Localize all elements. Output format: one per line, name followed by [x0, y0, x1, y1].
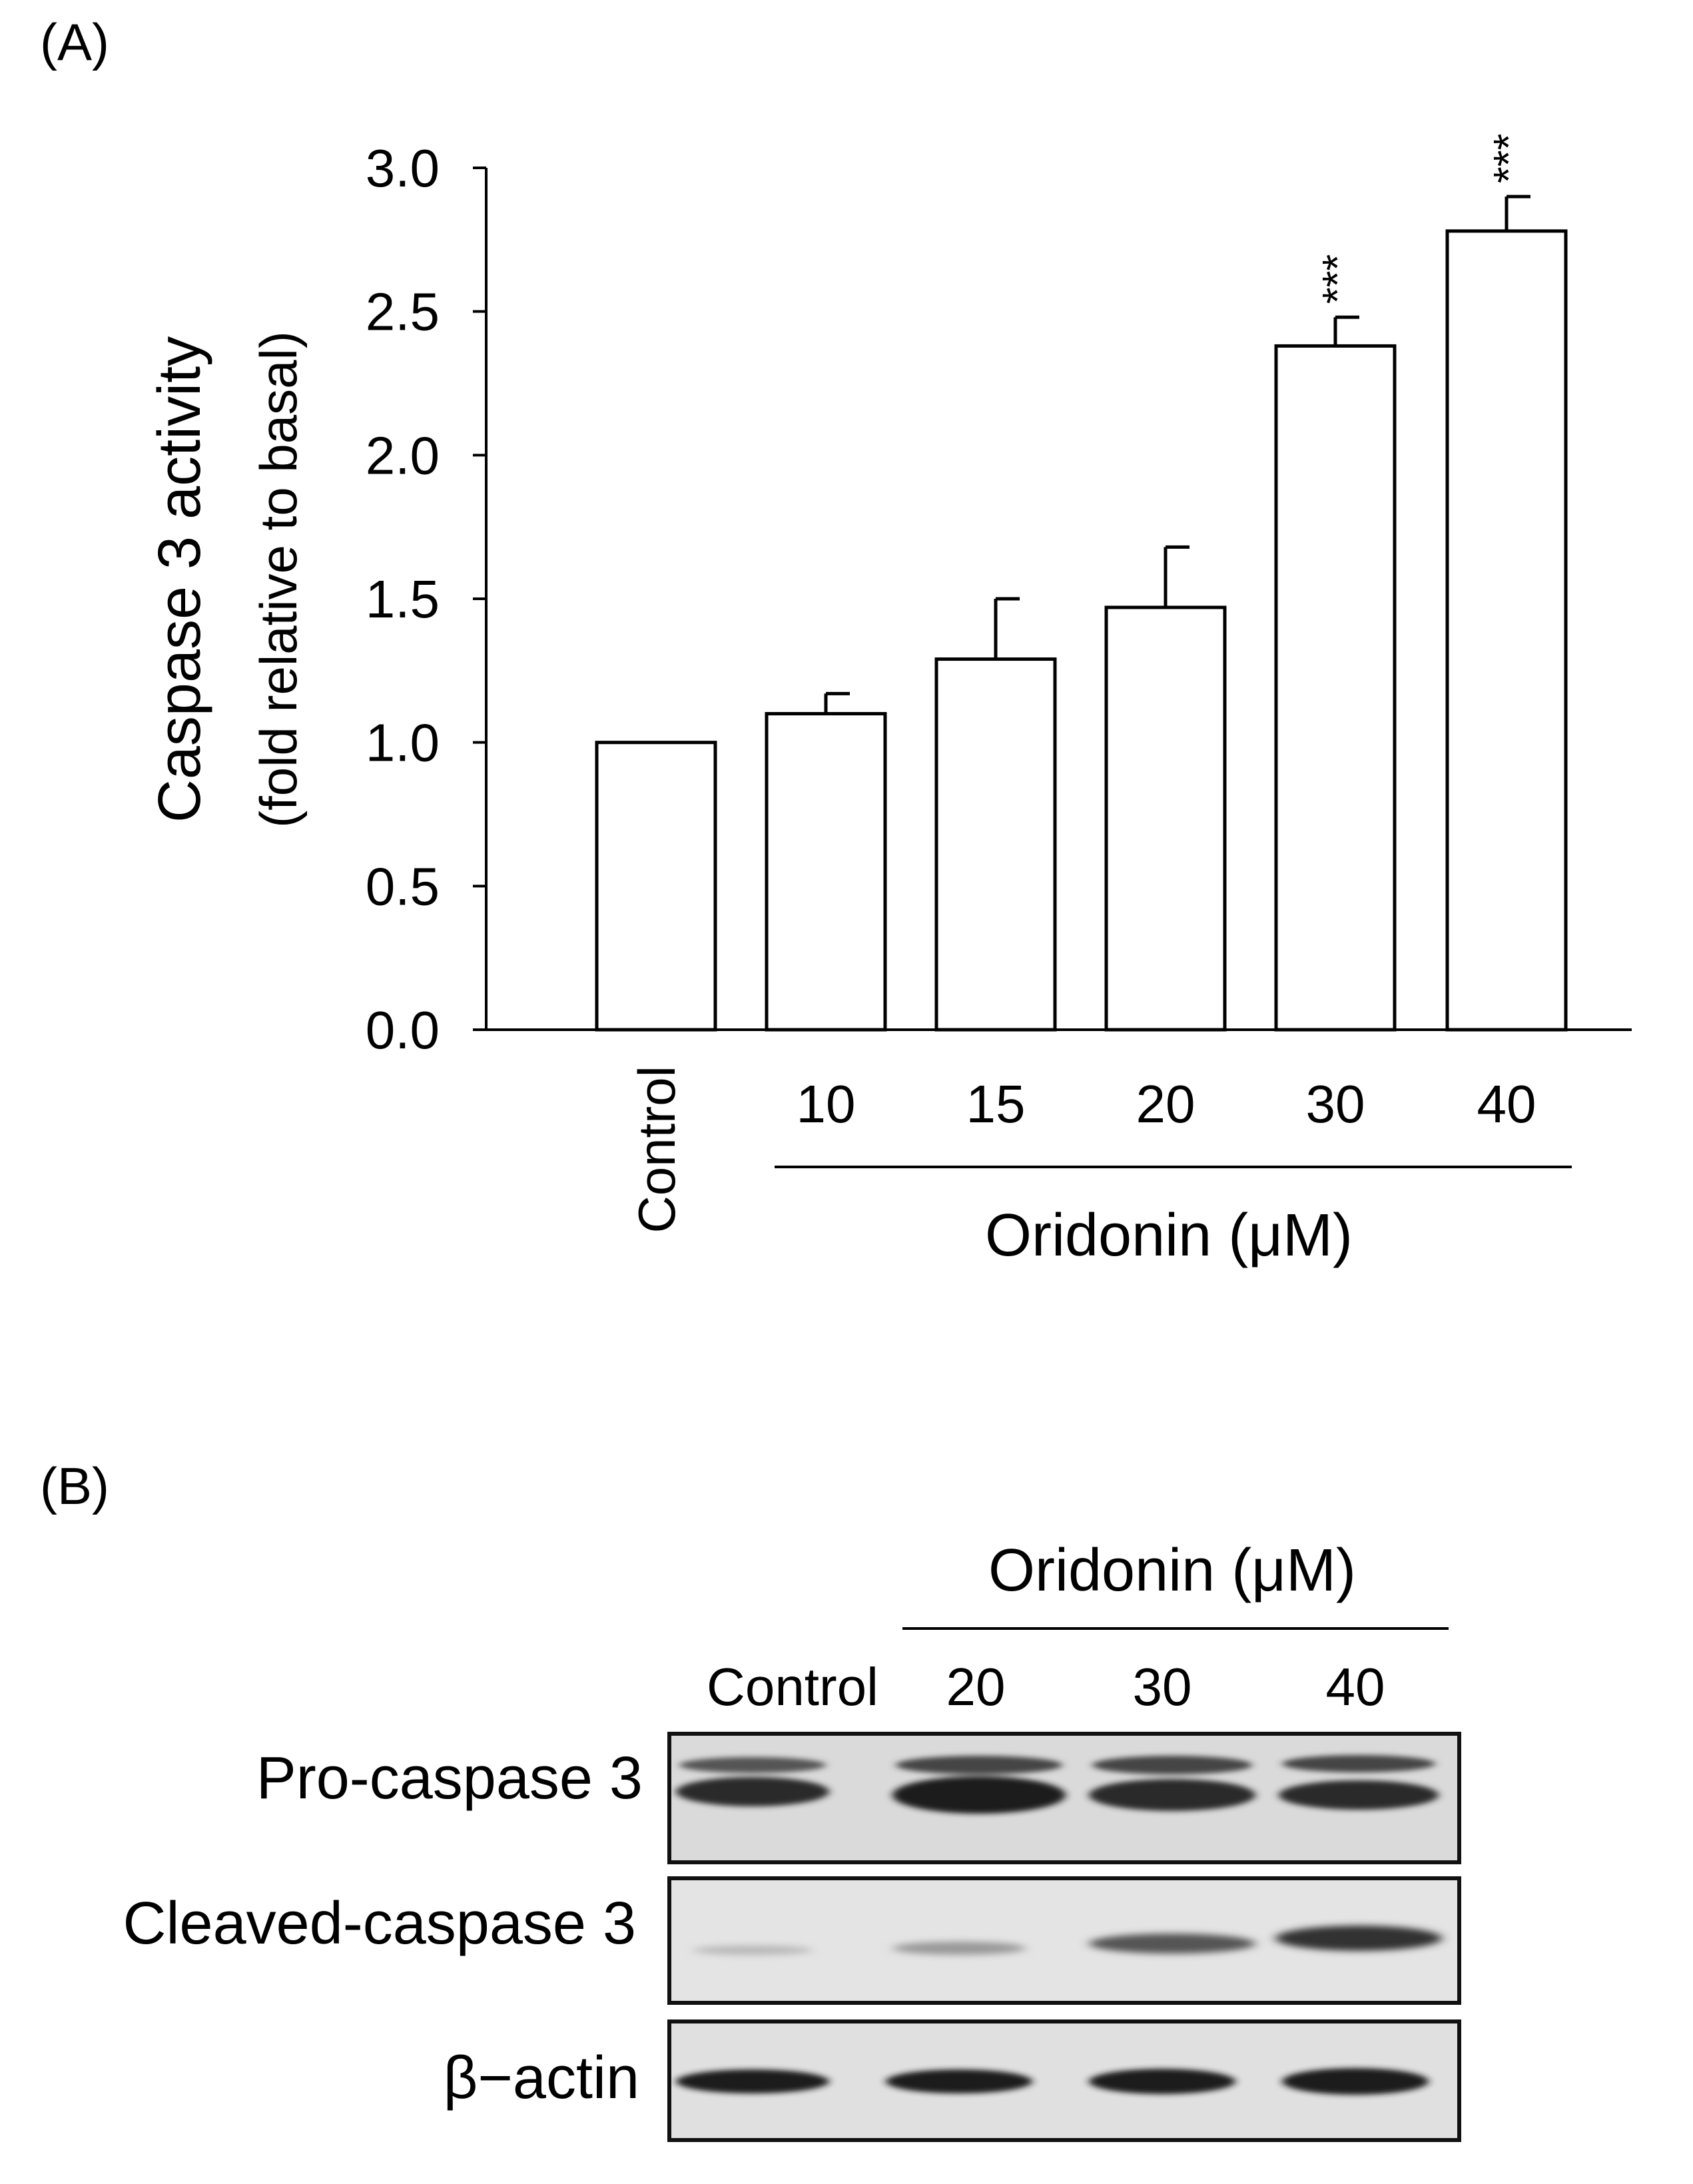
- blot-strip-pro-caspase-3: [667, 1732, 1461, 1864]
- x-tick-label: 40: [1477, 1074, 1536, 1134]
- y-tick-label: 0.5: [366, 857, 440, 916]
- bar: [1274, 344, 1397, 1032]
- y-tick-label: 2.0: [366, 426, 440, 485]
- y-tick-label: 3.0: [366, 139, 440, 198]
- lane-label-20: 20: [946, 1657, 1006, 1716]
- bar: [595, 741, 717, 1032]
- blot-row-label-pro-caspase-3: Pro-caspase 3: [256, 1745, 643, 1812]
- bar: [765, 712, 887, 1032]
- y-tick-label: 1.0: [366, 713, 440, 773]
- lane-label-30: 30: [1133, 1657, 1192, 1716]
- y-axis-label: Caspase 3 activity: [147, 336, 213, 823]
- x-tick-label: 10: [797, 1074, 856, 1134]
- panel-a-label: (A): [40, 13, 109, 71]
- blot-row-label-beta-actin: β−actin: [444, 2045, 639, 2111]
- x-axis-label: Oridonin (μM): [985, 1202, 1353, 1269]
- y-axis-ticks: 0.0 0.5 1.0 1.5 2.0 2.5 3.0: [366, 139, 486, 1060]
- bar: [934, 657, 1057, 1032]
- blot-group-label: Oridonin (μM): [988, 1537, 1356, 1604]
- bar: [1445, 229, 1568, 1032]
- lane-label-control: Control: [707, 1657, 878, 1716]
- bar: [1104, 605, 1227, 1032]
- y-tick-label: 1.5: [366, 569, 440, 629]
- panel-b-label: (B): [40, 1457, 109, 1515]
- y-tick-label: 0.0: [366, 1000, 440, 1060]
- lane-label-40: 40: [1326, 1657, 1385, 1716]
- bars: *** ***: [595, 133, 1568, 1032]
- blot-strip-cleaved-caspase-3: [667, 1876, 1461, 2005]
- x-tick-label: 30: [1306, 1074, 1365, 1134]
- significance-marker: ***: [1485, 133, 1532, 183]
- x-axis-ticks: Control 10 15 20 30 40: [627, 1066, 1536, 1233]
- blot-strip-beta-actin: [667, 2019, 1461, 2142]
- y-axis-title: Caspase 3 activity (fold relative to bas…: [147, 331, 308, 828]
- blot-row-label-cleaved-caspase-3: Cleaved-caspase 3: [123, 1890, 636, 1957]
- y-tick-label: 2.5: [366, 282, 440, 342]
- significance-marker: ***: [1313, 254, 1361, 304]
- x-tick-label: 15: [966, 1074, 1026, 1134]
- x-tick-label-control: Control: [627, 1066, 686, 1233]
- x-tick-label: 20: [1136, 1074, 1195, 1134]
- y-axis-label-units: (fold relative to basal): [249, 331, 308, 828]
